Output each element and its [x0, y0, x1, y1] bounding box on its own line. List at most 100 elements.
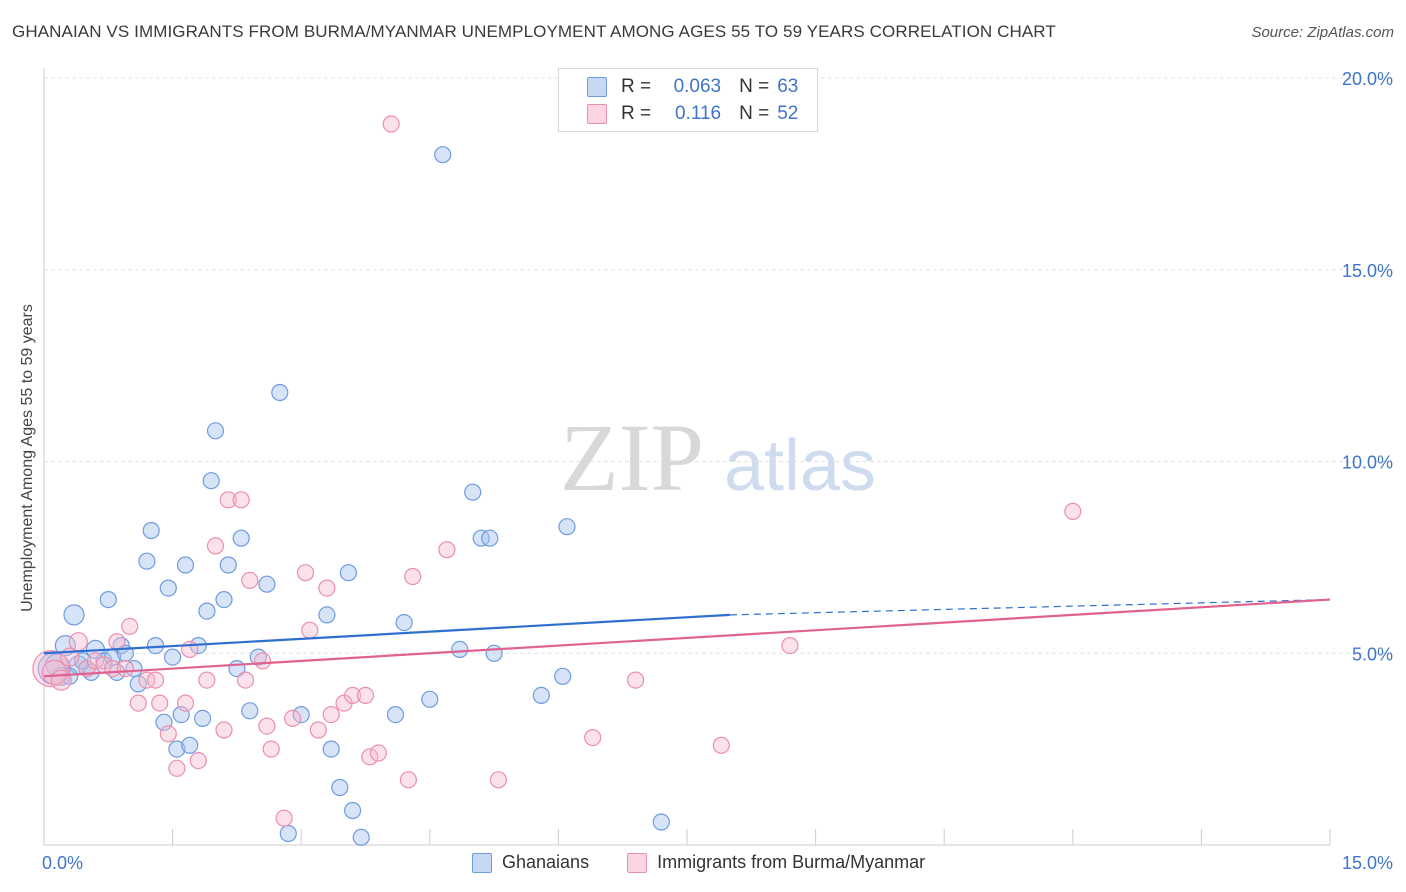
legend-n-value: 52: [777, 103, 799, 124]
ghanaian-point: [164, 648, 182, 666]
grid-lines: [44, 77, 1394, 654]
burma-point: [206, 537, 225, 555]
ghanaian-point: [194, 709, 212, 728]
bottom-legend: Ghanaians Immigrants from Burma/Myanmar: [472, 852, 963, 873]
legend-n-label: N =: [739, 76, 770, 97]
legend-swatch-blue: [587, 77, 607, 97]
ghanaian-point: [464, 483, 482, 501]
burma-point: [108, 633, 126, 651]
bottom-legend-label: Ghanaians: [502, 852, 590, 872]
burma-point: [284, 709, 302, 728]
burma-point: [254, 652, 272, 670]
ghanaian-point: [532, 686, 550, 705]
burma-point: [232, 491, 250, 509]
burma-point: [241, 571, 259, 590]
burma-point: [151, 694, 169, 712]
y-tick-label: 10.0%: [1342, 453, 1393, 473]
legend-r-value: 0.116: [674, 103, 722, 124]
x-tick-label-min: 0.0%: [42, 853, 83, 873]
legend-row-ghanaians: R = 0.063 N = 63: [587, 75, 798, 99]
ghanaian-point: [146, 636, 165, 655]
ghanaian-point: [434, 146, 452, 164]
ghanaian-point: [485, 644, 503, 662]
bottom-legend-swatch-pink: [627, 852, 648, 873]
burma-point: [296, 564, 315, 582]
ghanaian-point: [232, 529, 250, 547]
legend-swatch-pink: [587, 104, 607, 124]
burma-point: [168, 759, 186, 777]
burma-point: [712, 736, 730, 754]
ghanaian-point: [395, 613, 413, 632]
legend-n-label: N =: [739, 103, 770, 124]
ghanaian-point: [159, 579, 177, 597]
ghanaian-point: [258, 575, 276, 593]
ghanaian-point: [138, 552, 156, 570]
ghanaian-point: [176, 556, 195, 574]
ghanaian-point: [271, 383, 289, 402]
ghanaian-point: [142, 521, 160, 540]
tick-labels: 5.0% 10.0% 15.0% 20.0% 0.0% 15.0%: [42, 69, 1393, 873]
x-tick-label-max: 15.0%: [1342, 853, 1393, 873]
ghanaian-point: [292, 705, 310, 724]
burma-point: [1064, 502, 1082, 520]
burma-point: [86, 652, 105, 670]
burma-point: [215, 721, 233, 739]
y-tick-label: 5.0%: [1352, 644, 1393, 664]
legend-r-label: R =: [621, 76, 652, 97]
burma-point: [129, 694, 147, 712]
burma-point: [489, 771, 507, 789]
ghanaian-point: [215, 590, 233, 609]
burma-point: [361, 748, 379, 766]
ghanaian-point: [129, 675, 147, 693]
chart-title: GHANAIAN VS IMMIGRANTS FROM BURMA/MYANMA…: [12, 22, 1056, 41]
bottom-legend-label: Immigrants from Burma/Myanmar: [657, 852, 926, 872]
burma-point: [356, 686, 375, 705]
ghanaian-point: [279, 824, 297, 843]
ghanaian-point: [241, 702, 259, 720]
ghanaian-point: [63, 604, 85, 626]
burma-point: [322, 705, 340, 724]
legend-r-value: 0.063: [673, 76, 722, 97]
ghanaian-point: [202, 472, 220, 490]
ghanaian-point: [421, 690, 439, 708]
burma-point: [121, 617, 139, 636]
burma-point: [344, 686, 362, 705]
ghanaian-trend-line: [43, 613, 730, 655]
watermark-zip: ZIP: [560, 404, 704, 511]
burma-point: [116, 659, 135, 678]
y-tick-label: 20.0%: [1342, 69, 1393, 89]
burma-point: [138, 671, 156, 689]
burma-point: [626, 671, 645, 689]
bottom-legend-burma: Immigrants from Burma/Myanmar: [627, 852, 925, 873]
burma-point: [68, 632, 88, 652]
burma-point: [318, 579, 336, 597]
burma-point: [262, 740, 280, 758]
burma-trend-line: [43, 598, 1331, 678]
ghanaian-point: [554, 667, 572, 685]
ghanaian-point: [451, 640, 469, 659]
ghanaian-point: [181, 736, 199, 754]
source-label: Source: ZipAtlas.com: [1251, 24, 1394, 41]
ghanaian-point: [331, 778, 349, 797]
watermark: ZIP atlas: [560, 404, 876, 511]
watermark-atlas: atlas: [724, 426, 876, 506]
burma-point: [404, 567, 422, 586]
ghanaian-point: [386, 705, 405, 724]
ghanaian-point: [352, 828, 370, 846]
burma-point: [236, 671, 255, 689]
ghanaian-point: [339, 564, 357, 582]
bottom-legend-swatch-blue: [472, 852, 492, 873]
legend: R = 0.063 N = 63 R = 0.116 N = 52: [558, 68, 818, 132]
burma-point: [32, 649, 70, 688]
ghanaian-point: [168, 740, 186, 758]
burma-point: [438, 541, 456, 559]
ghanaian-point: [481, 529, 499, 547]
burma-point: [258, 717, 276, 735]
burma-point: [189, 751, 207, 770]
ghanaian-point: [54, 634, 77, 657]
ghanaian-point: [99, 590, 117, 609]
burma-point: [176, 694, 195, 712]
burma-point: [301, 621, 319, 639]
legend-n-value: 63: [777, 76, 799, 97]
bottom-legend-ghanaians: Ghanaians: [472, 852, 589, 873]
